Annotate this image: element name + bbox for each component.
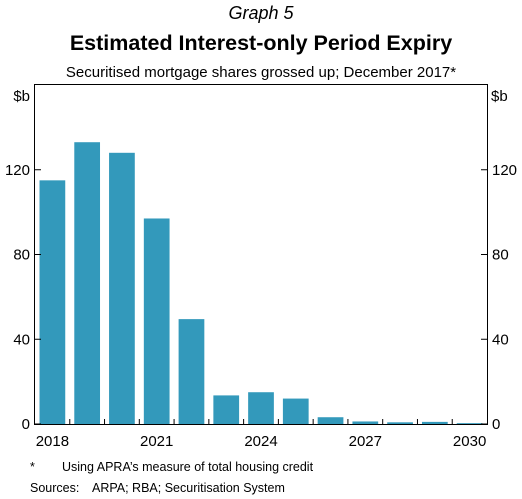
graph-label: Graph 5: [228, 3, 294, 23]
bar-2021: [143, 218, 170, 424]
y-unit-left: $b: [13, 88, 30, 105]
y-tick-label-left: 120: [5, 162, 30, 179]
x-tick-label-2027: 2027: [349, 433, 382, 450]
bar-2030: [456, 423, 483, 424]
footnote: * Using APRA’s measure of total housing c…: [30, 460, 313, 474]
y-tick-label-right: 80: [492, 247, 509, 264]
x-tick-label-2021: 2021: [140, 433, 173, 450]
bar-2029: [421, 421, 448, 424]
y-tick-label-left: 40: [13, 331, 30, 348]
y-tick-label-right: 40: [492, 331, 509, 348]
chart-title: Estimated Interest-only Period Expiry: [69, 31, 453, 55]
plot-frame: [34, 84, 488, 425]
x-tick-label-2018: 2018: [36, 433, 69, 450]
bar-2027: [352, 421, 379, 424]
footnote-marker: *: [30, 460, 35, 474]
x-tick-label-2024: 2024: [244, 433, 277, 450]
footnote-text: Using APRA’s measure of total housing cr…: [62, 460, 314, 474]
x-tick-label-2030: 2030: [453, 433, 486, 450]
bar-2022: [178, 319, 205, 424]
bar-2018: [39, 180, 66, 424]
bar-2028: [387, 422, 413, 424]
y-unit-right: $b: [491, 88, 508, 105]
y-tick-label-right: 120: [492, 162, 517, 179]
y-ticks-group: 0 0 40 40 80 80 120 120: [5, 162, 517, 433]
bar-2025: [282, 398, 309, 424]
y-tick-label-left: 80: [13, 247, 30, 264]
bar-2023: [213, 395, 240, 424]
sources-label: Sources:: [30, 481, 80, 495]
bars-group: [39, 142, 483, 425]
bar-2026: [317, 417, 344, 424]
bar-2024: [248, 392, 274, 424]
bar-2020: [109, 152, 135, 425]
x-ticks-group: 2018 2021 2024 2027 2030: [36, 419, 486, 450]
sources: Sources: ARPA; RBA; Securitisation System: [30, 481, 285, 495]
chart-subtitle: Securitised mortgage shares grossed up; …: [65, 64, 457, 81]
sources-text: ARPA; RBA; Securitisation System: [92, 481, 285, 495]
y-tick-label-right: 0: [492, 416, 500, 433]
y-tick-label-left: 0: [22, 416, 30, 433]
bar-2019: [74, 142, 101, 424]
